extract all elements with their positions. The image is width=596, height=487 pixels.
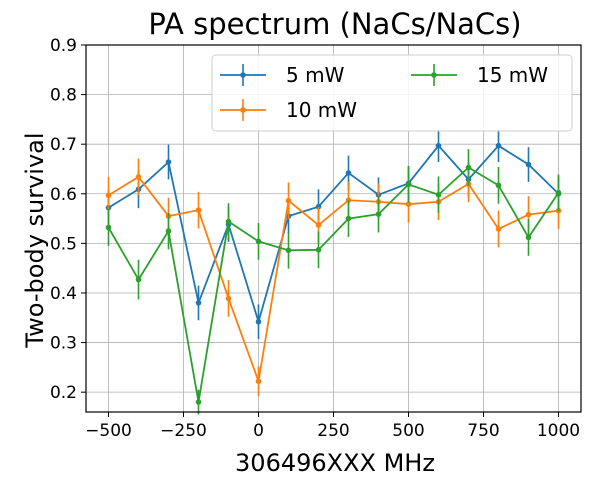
x-tick-label: 750 xyxy=(467,421,499,441)
y-tick-label: 0.2 xyxy=(50,383,77,403)
y-tick-label: 0.5 xyxy=(50,234,77,254)
data-point xyxy=(285,197,292,204)
data-point xyxy=(525,161,532,168)
legend-label: 10 mW xyxy=(286,98,357,122)
data-point xyxy=(225,218,232,225)
y-tick-label: 0.9 xyxy=(50,36,77,56)
plot-area xyxy=(105,129,562,415)
data-point xyxy=(375,211,382,217)
x-tick-label: 0 xyxy=(253,421,264,441)
data-point xyxy=(165,228,172,234)
legend-marker xyxy=(240,72,246,78)
data-point xyxy=(195,399,202,405)
series-15-mw xyxy=(105,149,562,415)
y-axis-ticks: 0.2 0.3 0.4 0.5 0.6 0.7 0.8 0.9 xyxy=(50,36,86,403)
data-point xyxy=(345,170,352,176)
data-point xyxy=(315,247,322,253)
data-point xyxy=(135,174,142,180)
data-point xyxy=(495,142,502,149)
x-tick-label: 1000 xyxy=(537,421,580,441)
legend-item: 10 mW xyxy=(220,98,357,122)
data-point xyxy=(525,211,532,218)
data-point xyxy=(135,276,142,283)
series-line xyxy=(108,175,559,385)
legend-label: 15 mW xyxy=(477,63,548,87)
x-tick-label: −250 xyxy=(160,421,207,441)
data-point xyxy=(225,295,232,302)
series-line xyxy=(108,144,560,325)
y-tick-label: 0.7 xyxy=(50,135,77,155)
x-tick-label: 500 xyxy=(392,421,424,441)
legend-marker xyxy=(240,107,246,113)
y-tick-label: 0.4 xyxy=(50,284,77,304)
data-point xyxy=(285,247,292,254)
data-point xyxy=(525,234,532,241)
data-point xyxy=(195,207,202,213)
chart-title: PA spectrum (NaCs/NaCs) xyxy=(148,7,521,41)
data-point xyxy=(405,201,412,207)
legend-item: 15 mW xyxy=(411,63,548,87)
data-point xyxy=(255,318,262,325)
y-tick-label: 0.3 xyxy=(50,334,77,354)
data-point xyxy=(255,378,262,385)
data-point xyxy=(165,159,172,165)
legend: 5 mW 10 mW 15 mW xyxy=(211,54,573,132)
data-point xyxy=(195,300,202,306)
x-axis-title: 306496XXX MHz xyxy=(235,449,435,477)
y-axis-title: Two-body survival xyxy=(21,132,49,348)
data-point xyxy=(345,215,352,222)
data-point xyxy=(555,189,562,196)
data-point xyxy=(495,226,502,232)
data-point xyxy=(315,222,322,228)
series-line xyxy=(107,166,560,403)
y-tick-label: 0.6 xyxy=(50,185,77,205)
x-tick-label: −500 xyxy=(85,421,132,441)
data-point xyxy=(105,224,112,231)
data-point xyxy=(465,164,472,171)
data-point xyxy=(435,191,442,198)
x-tick-label: 250 xyxy=(317,421,349,441)
x-axis-ticks: −500 −250 0 250 500 750 1000 xyxy=(85,412,580,441)
legend-item: 5 mW xyxy=(220,63,345,87)
data-point xyxy=(495,182,502,189)
data-point xyxy=(105,192,112,199)
legend-label: 5 mW xyxy=(286,63,345,87)
data-point xyxy=(435,142,442,149)
data-point xyxy=(255,238,262,245)
plot-frame xyxy=(85,44,582,413)
y-tick-label: 0.8 xyxy=(50,86,77,106)
legend-box xyxy=(211,54,573,132)
legend-marker xyxy=(431,72,437,78)
data-point xyxy=(405,181,412,188)
